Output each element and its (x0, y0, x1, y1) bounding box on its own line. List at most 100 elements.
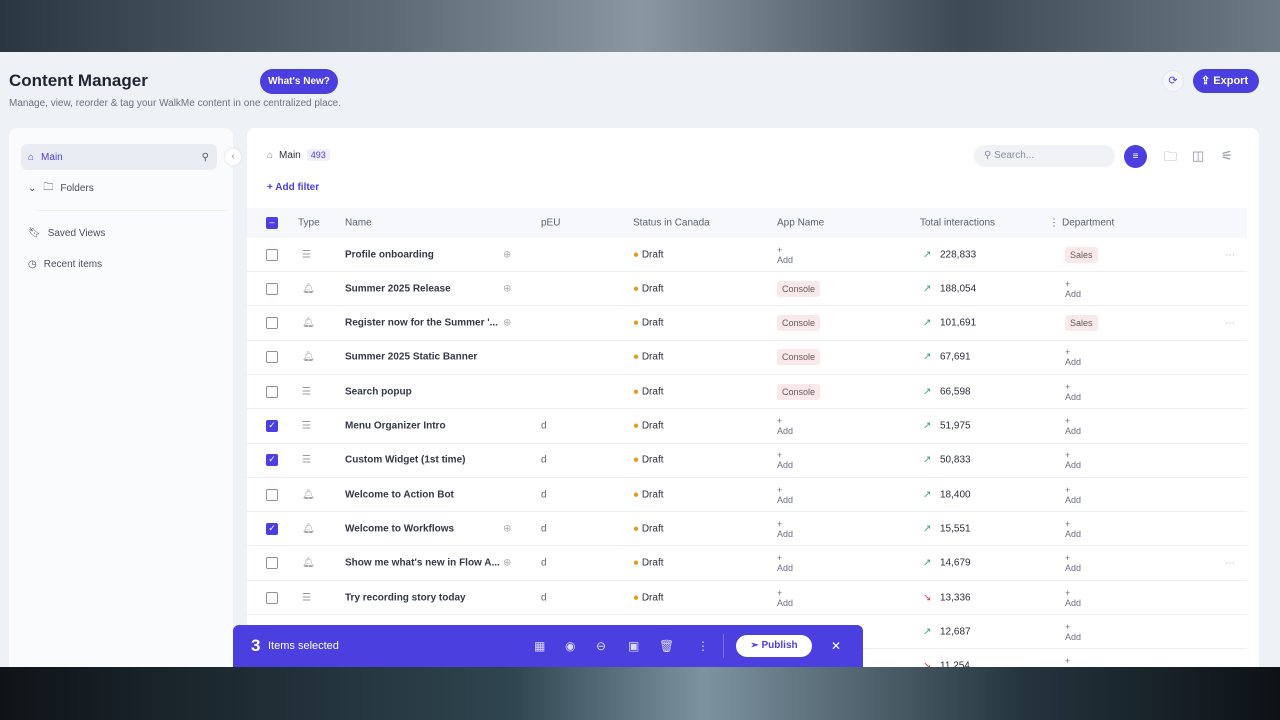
row-checkbox[interactable] (266, 557, 278, 570)
add-filter-button[interactable]: + Add filter (267, 182, 319, 193)
table-row[interactable]: ☰ Search popup ● Draft Console ↗ 66,598 … (247, 375, 1247, 410)
item-name[interactable]: Welcome to Workflows (345, 523, 455, 535)
app-tag[interactable]: Console (777, 383, 821, 400)
tag-icon[interactable]: ⊕ (503, 523, 512, 535)
table-row[interactable]: ☰ Profile onboarding ⊕ ● Draft + Add ↗ 2… (247, 238, 1247, 272)
tag-icon[interactable]: ⊕ (503, 557, 512, 569)
eye-icon[interactable]: ◉ (565, 639, 576, 653)
sidebar-item-recent[interactable]: ◷ Recent items (21, 251, 102, 277)
department-add-button[interactable]: + Add (1065, 553, 1082, 574)
search-icon[interactable]: ⚲ (201, 151, 209, 163)
item-name[interactable]: Register now for the Summer '... (345, 317, 498, 329)
app-add-button[interactable]: + Add (777, 416, 794, 436)
department-add-button[interactable]: + Add (1065, 278, 1082, 299)
row-checkbox[interactable] (266, 282, 278, 295)
archive-icon[interactable]: ▣ (628, 639, 640, 653)
item-name[interactable]: Profile onboarding (345, 249, 434, 260)
tag-icon[interactable]: ⊕ (503, 283, 512, 295)
department-add-button[interactable]: + Add (1065, 381, 1082, 402)
app-tag[interactable]: Console (777, 280, 821, 297)
column-department[interactable]: Department (1062, 217, 1115, 229)
item-name[interactable]: Summer 2025 Static Banner (345, 351, 478, 363)
department-add-button[interactable]: + Add (1065, 450, 1082, 471)
sidebar-item-folders[interactable]: ⌄ 🗀 Folders (21, 175, 94, 201)
table-row[interactable]: ✓ 🔔︎ Welcome to Workflows ⊕ d ● Draft + … (247, 512, 1247, 547)
table-row[interactable]: 🔔︎ Welcome to Action Bot d ● Draft + Add… (247, 478, 1247, 513)
table-row[interactable]: ☰ Try recording story today d ● Draft + … (247, 581, 1247, 615)
department-add-button[interactable]: + Add (1065, 621, 1082, 642)
table-row[interactable]: 🔔︎ Register now for the Summer '... ⊕ ● … (247, 307, 1247, 341)
department-add-button[interactable]: + Add (1065, 484, 1082, 505)
department-tag[interactable]: Sales (1065, 315, 1098, 332)
department-add-button[interactable]: + Add (1065, 518, 1082, 539)
app-add-button[interactable]: + Add (777, 484, 794, 505)
row-checkbox[interactable] (266, 248, 278, 261)
item-name[interactable]: Try recording story today (345, 592, 466, 603)
row-checkbox[interactable]: ✓ (266, 420, 278, 432)
department-add-button[interactable]: + Add (1065, 587, 1082, 608)
department-add-button[interactable]: + Add (1065, 347, 1082, 368)
department-add-button[interactable]: + Add (1065, 656, 1081, 667)
export-button[interactable]: ⇪ Export (1193, 69, 1259, 93)
app-add-button[interactable]: + Add (777, 587, 794, 608)
column-status[interactable]: Status in Canada (633, 217, 710, 229)
settings-sliders-icon[interactable]: ⚟ (1221, 148, 1233, 163)
item-name[interactable]: Search popup (345, 386, 412, 398)
table-row[interactable]: 🔔︎ Show me what's new in Flow A... ⊕ d ●… (247, 547, 1247, 581)
row-more-icon[interactable]: ··· (1225, 557, 1235, 569)
column-peu[interactable]: pEU (541, 217, 561, 229)
refresh-icon[interactable]: ⟳ (1162, 70, 1184, 92)
item-name[interactable]: Welcome to Action Bot (345, 489, 454, 501)
row-checkbox[interactable]: ✓ (266, 454, 278, 467)
sidebar-item-saved-views[interactable]: 🔖︎ Saved Views (21, 220, 105, 246)
table-row[interactable]: 🔔︎ Summer 2025 Static Banner ● Draft Con… (247, 341, 1247, 375)
column-total-interactions[interactable]: Total interactions (920, 217, 996, 229)
publish-button[interactable]: ➢ Publish (736, 635, 812, 657)
table-row[interactable]: ✓ ☰ Custom Widget (1st time) d ● Draft +… (247, 444, 1247, 478)
item-name[interactable]: Summer 2025 Release (345, 283, 451, 295)
app-tag[interactable]: Console (777, 315, 821, 332)
tag-icon[interactable]: ⊕ (503, 249, 512, 260)
close-icon[interactable]: ✕ (831, 639, 842, 653)
trash-icon[interactable]: 🗑︎ (659, 639, 675, 653)
item-name[interactable]: Custom Widget (1st time) (345, 454, 466, 466)
item-name[interactable]: Show me what's new in Flow A... (345, 557, 500, 569)
chevron-down-icon[interactable]: ⌄ (28, 182, 37, 194)
app-add-button[interactable]: + Add (777, 518, 794, 539)
department-tag[interactable]: Sales (1065, 246, 1098, 263)
more-icon[interactable]: ⋮ (697, 639, 709, 653)
columns-icon[interactable]: ◫ (1192, 148, 1205, 163)
column-type[interactable]: Type (298, 217, 320, 229)
row-checkbox[interactable] (266, 591, 278, 604)
row-checkbox[interactable] (266, 488, 278, 501)
app-add-button[interactable]: + Add (777, 450, 794, 471)
whats-new-button[interactable]: What's New? (260, 69, 338, 94)
tag-icon[interactable]: ⊕ (503, 317, 512, 329)
move-icon[interactable]: ⊖ (596, 639, 607, 653)
column-resize-handle[interactable]: ⋮ (1049, 217, 1059, 229)
app-tag[interactable]: Console (777, 349, 821, 366)
column-app-name[interactable]: App Name (777, 217, 825, 229)
select-all-checkbox[interactable]: – (266, 217, 278, 229)
department-add-button[interactable]: + Add (1065, 416, 1082, 436)
sidebar-item-main[interactable]: ⌂ Main ⚲ (21, 144, 217, 170)
table-icon[interactable]: ▦ (534, 639, 546, 653)
new-folder-icon[interactable]: 🗀 (1164, 149, 1178, 164)
search-input[interactable]: ⚲ Search... (974, 145, 1115, 167)
collapse-sidebar-button[interactable]: ‹ (225, 149, 241, 165)
filter-button[interactable]: ≡ (1124, 145, 1147, 168)
row-checkbox[interactable] (266, 351, 278, 364)
table-row[interactable]: 🔔︎ Summer 2025 Release ⊕ ● Draft Console… (247, 272, 1247, 307)
smart-walkthru-icon: ☰ (302, 386, 311, 398)
column-name[interactable]: Name (345, 217, 372, 229)
item-name[interactable]: Menu Organizer Intro (345, 420, 446, 432)
row-checkbox[interactable] (266, 317, 278, 330)
app-add-button[interactable]: + Add (777, 244, 794, 265)
row-checkbox[interactable] (266, 385, 278, 398)
table-row[interactable]: ✓ ☰ Menu Organizer Intro d ● Draft + Add… (247, 410, 1247, 444)
breadcrumb-main[interactable]: Main (279, 149, 301, 161)
row-checkbox[interactable]: ✓ (266, 522, 278, 535)
app-add-button[interactable]: + Add (777, 553, 794, 574)
row-more-icon[interactable]: ··· (1225, 317, 1235, 329)
row-more-icon[interactable]: ··· (1225, 249, 1235, 260)
